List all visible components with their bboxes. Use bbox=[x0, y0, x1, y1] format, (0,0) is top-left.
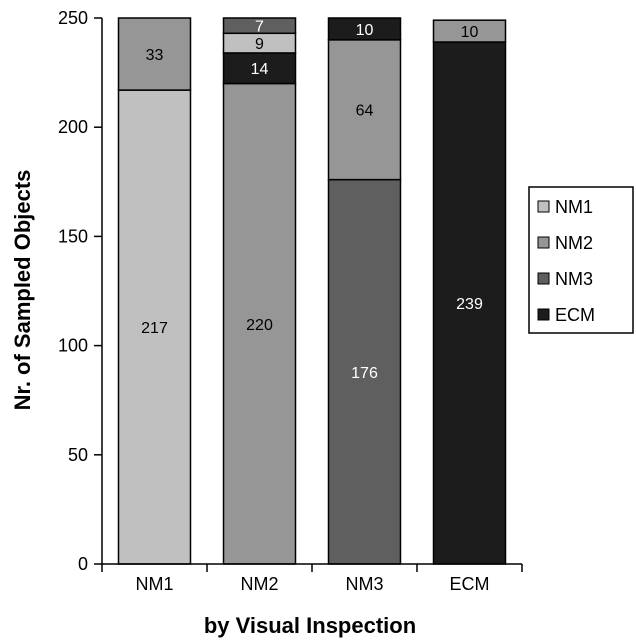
y-tick-label: 250 bbox=[58, 8, 88, 28]
y-tick-label: 150 bbox=[58, 226, 88, 246]
x-tick-label: ECM bbox=[450, 574, 490, 594]
bar-segment-nm2-ecm bbox=[222, 52, 297, 85]
data-label-nm3-ecm: 10 bbox=[356, 22, 374, 39]
bar-segment-nm2-nm3 bbox=[222, 17, 297, 35]
data-label-nm3-nm3: 176 bbox=[351, 365, 378, 382]
plot-area: 217 33 220 14 97 176 64 10 239 10 bbox=[117, 17, 507, 565]
data-label-nm1-nm1: 217 bbox=[141, 320, 168, 337]
legend: NM1 NM2 NM3 ECM bbox=[528, 186, 634, 334]
data-label-nm2-ecm: 14 bbox=[251, 61, 269, 78]
legend-swatch-ecm bbox=[537, 308, 550, 321]
bar-segment-nm1-nm2 bbox=[117, 17, 192, 91]
data-label-nm2-nm2: 220 bbox=[246, 317, 273, 334]
data-label-ecm-ecm: 239 bbox=[456, 296, 483, 313]
y-tick-label: 100 bbox=[58, 336, 88, 356]
y-tick-label: 200 bbox=[58, 117, 88, 137]
data-label-nm1-nm2: 33 bbox=[146, 47, 164, 64]
x-axis-title: by Visual Inspection bbox=[204, 613, 416, 638]
bar-segment-nm3-nm3 bbox=[327, 178, 402, 565]
data-label-nm2-nm3: 7 bbox=[255, 19, 264, 36]
y-axis: 0 50 100 150 200 250 bbox=[58, 8, 103, 574]
legend-swatch-nm1 bbox=[537, 200, 550, 213]
y-axis-title: Nr. of Sampled Objects bbox=[10, 170, 35, 411]
data-label-nm2-nm1: 9 bbox=[255, 36, 264, 53]
bar-segment-ecm-nm2 bbox=[432, 19, 507, 43]
legend-swatch-nm3 bbox=[537, 272, 550, 285]
x-tick-label: NM1 bbox=[135, 574, 173, 594]
x-tick-label: NM3 bbox=[345, 574, 383, 594]
legend-label-nm2: NM2 bbox=[555, 233, 593, 253]
legend-label-nm1: NM1 bbox=[555, 197, 593, 217]
y-tick-label: 0 bbox=[78, 554, 88, 574]
bar-segment-nm1-nm1 bbox=[117, 89, 192, 565]
data-label-ecm-nm2: 10 bbox=[461, 24, 479, 41]
y-tick-label: 50 bbox=[68, 445, 88, 465]
bar-segment-nm3-ecm bbox=[327, 17, 402, 41]
bar-segment-nm3-nm2 bbox=[327, 39, 402, 181]
x-axis: NM1 NM2 NM3 ECM bbox=[101, 563, 523, 594]
x-tick-label: NM2 bbox=[240, 574, 278, 594]
legend-label-nm3: NM3 bbox=[555, 269, 593, 289]
legend-swatch-nm2 bbox=[537, 236, 550, 249]
data-label-nm3-nm2: 64 bbox=[356, 103, 374, 120]
legend-label-ecm: ECM bbox=[555, 305, 595, 325]
